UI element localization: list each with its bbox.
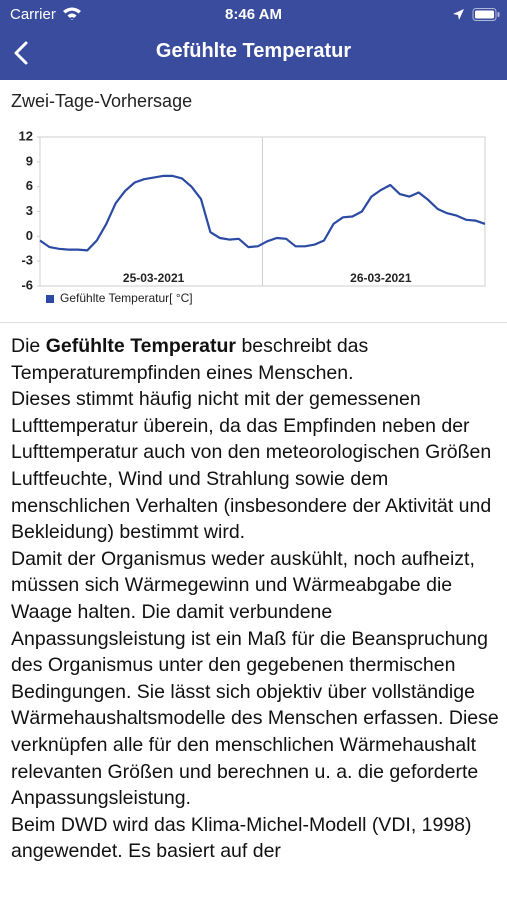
clock: 8:46 AM [225, 6, 282, 23]
paragraph: Damit der Organismus weder auskühlt, noc… [11, 547, 499, 810]
paragraph: Die Gefühlte Temperatur beschreibt das T… [11, 333, 501, 386]
x-tick-label: 26-03-2021 [350, 271, 412, 285]
chart: -6 -3 0 3 6 9 12 25-03-2021 26-03-2021 Gefühlte T… [19, 128, 486, 305]
bold-text: Gefühlte Temperatur [45, 335, 237, 357]
legend-label: Gefühlte Temperatur[ °C] [60, 291, 193, 305]
x-tick-label: 25-03-2021 [123, 271, 185, 285]
y-tick-label: 9 [26, 153, 33, 168]
text: beschreibt das Temperaturempfinden eines… [11, 335, 369, 384]
line-series [39, 174, 486, 252]
header: Carrier 8:46 AM Gefühlte Temperatur [0, 0, 507, 80]
y-tick-label: 6 [26, 178, 33, 193]
y-tick-label: 12 [19, 128, 33, 143]
y-tick-label: 0 [26, 228, 33, 243]
carrier: Carrier [10, 6, 56, 23]
text: Die [11, 335, 46, 357]
y-tick-label: -6 [21, 277, 33, 292]
y-tick-label: 3 [26, 203, 33, 218]
nav-title: Gefühlte Temperatur [155, 40, 352, 62]
legend-swatch [46, 295, 54, 303]
status-bar: Carrier 8:46 AM [0, 0, 507, 28]
paragraph: Dieses stimmt häufig nicht mit der gemes… [11, 388, 492, 544]
back-button[interactable] [12, 40, 32, 66]
section-title: Zwei-Tage-Vorhersage [11, 91, 193, 111]
status-icons [453, 8, 500, 21]
paragraph: Beim DWD wird das Klima-Michel-Modell (V… [11, 813, 472, 863]
separator [0, 322, 507, 323]
y-tick-label: -3 [21, 253, 33, 268]
description: Die Gefühlte Temperatur beschreibt das T… [11, 333, 501, 865]
wifi-icon [63, 7, 81, 20]
